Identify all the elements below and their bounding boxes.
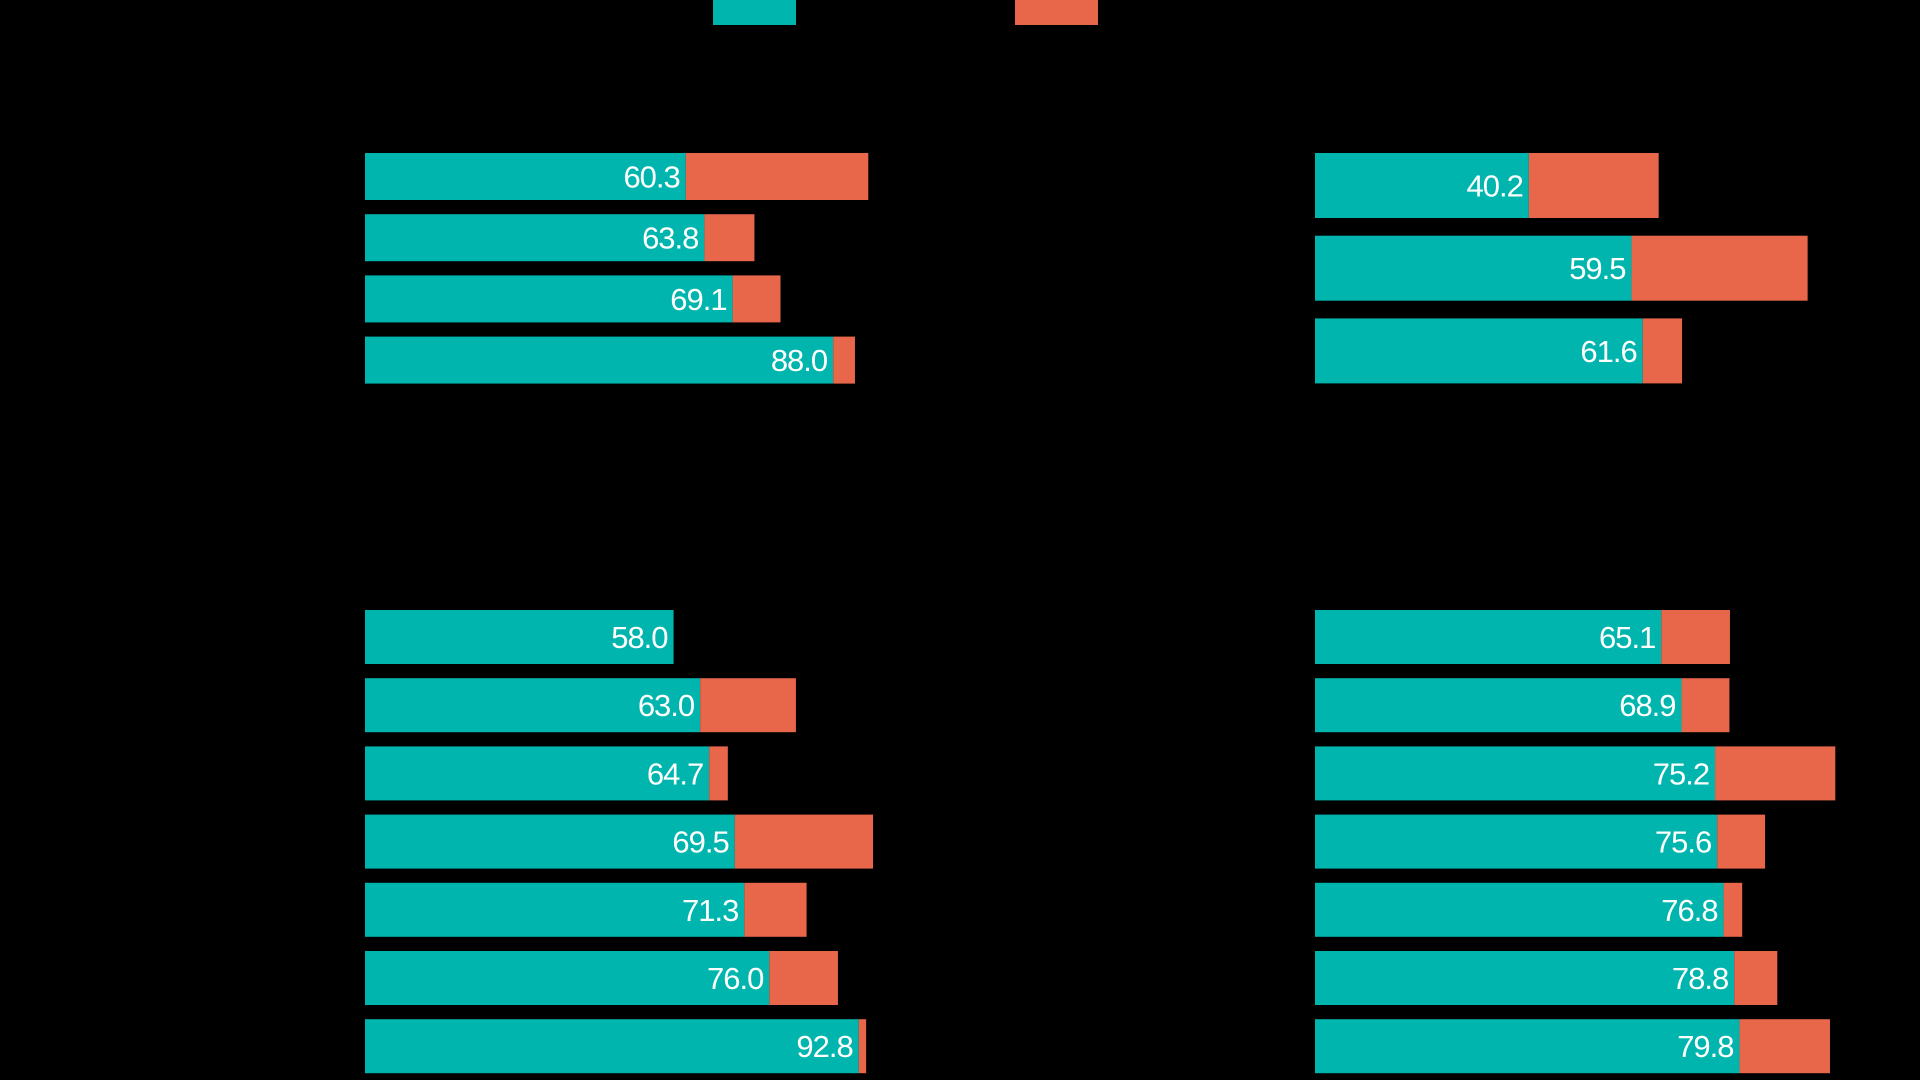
panel-bottom-right: 65.1 68.9 75.2 75.6 76.8 78.8 79.8 bbox=[1315, 610, 1836, 1074]
bar-secondary bbox=[833, 336, 855, 384]
data-label: 60.3 bbox=[623, 160, 679, 195]
panel-top-right: 40.2 59.5 61.6 bbox=[1315, 153, 1808, 384]
data-label: 61.6 bbox=[1580, 334, 1636, 369]
bar-primary bbox=[365, 951, 770, 1005]
data-label: 75.6 bbox=[1655, 825, 1711, 860]
data-label: 71.3 bbox=[682, 893, 738, 928]
bar-primary bbox=[1315, 235, 1632, 301]
bar-secondary bbox=[704, 214, 755, 262]
bar-primary bbox=[365, 1019, 859, 1074]
data-label: 63.8 bbox=[642, 221, 698, 256]
legend-swatch-secondary bbox=[1015, 0, 1098, 25]
data-label: 92.8 bbox=[796, 1029, 852, 1064]
bar-primary bbox=[1315, 882, 1724, 937]
bar-primary bbox=[365, 814, 735, 869]
bar-secondary bbox=[1631, 235, 1808, 301]
bar-primary bbox=[1315, 951, 1735, 1005]
bar-primary bbox=[365, 336, 834, 384]
bar-secondary bbox=[1661, 610, 1730, 664]
bar-primary bbox=[365, 610, 674, 664]
data-label: 65.1 bbox=[1599, 620, 1655, 655]
bar-primary bbox=[365, 153, 686, 200]
bar-secondary bbox=[769, 951, 838, 1005]
data-label: 59.5 bbox=[1569, 251, 1625, 286]
panel-top-left: 60.3 63.8 69.1 88.0 bbox=[365, 153, 869, 384]
bar-secondary bbox=[1642, 318, 1683, 384]
data-label: 69.1 bbox=[670, 282, 726, 317]
bar-primary bbox=[1315, 153, 1529, 218]
bar-secondary bbox=[734, 814, 874, 869]
bar-secondary bbox=[700, 678, 796, 733]
data-label: 63.0 bbox=[638, 688, 695, 723]
bar-primary bbox=[1315, 610, 1662, 664]
data-label: 69.5 bbox=[672, 825, 728, 860]
data-label: 58.0 bbox=[611, 620, 668, 655]
bar-primary bbox=[1315, 678, 1682, 733]
data-label: 64.7 bbox=[647, 756, 703, 791]
bar-primary bbox=[1315, 746, 1716, 801]
bar-primary bbox=[1315, 814, 1718, 869]
bar-secondary bbox=[1723, 882, 1743, 937]
bar-secondary bbox=[744, 882, 807, 937]
data-label: 40.2 bbox=[1467, 169, 1523, 204]
bar-secondary bbox=[1739, 1019, 1830, 1074]
bar-secondary bbox=[709, 746, 728, 801]
data-label: 75.2 bbox=[1653, 756, 1709, 791]
data-label: 88.0 bbox=[771, 343, 828, 378]
bar-primary bbox=[1315, 1019, 1740, 1074]
bar-primary bbox=[1315, 318, 1643, 384]
bar-primary bbox=[365, 746, 710, 801]
bar-secondary bbox=[1717, 814, 1766, 869]
bar-secondary bbox=[1528, 153, 1659, 218]
legend-swatch-primary bbox=[713, 0, 796, 25]
data-label: 76.8 bbox=[1661, 893, 1717, 928]
bar-primary bbox=[365, 678, 701, 733]
bar-secondary bbox=[732, 275, 781, 323]
data-label: 78.8 bbox=[1672, 961, 1728, 996]
data-label: 79.8 bbox=[1677, 1029, 1733, 1064]
data-label: 68.9 bbox=[1619, 688, 1675, 723]
panel-bottom-left: 58.0 63.0 64.7 69.5 71.3 76.0 92.8 bbox=[365, 610, 874, 1074]
bar-secondary bbox=[1734, 951, 1778, 1005]
bar-primary bbox=[365, 275, 733, 323]
bars-layer: 60.3 63.8 69.1 88.0 40.2 59.5 61.6 58.0 63.0 64.7… bbox=[365, 153, 1836, 1074]
bar-secondary bbox=[685, 153, 869, 200]
bar-secondary bbox=[1681, 678, 1730, 733]
bar-secondary bbox=[1715, 746, 1836, 801]
bar-secondary bbox=[858, 1019, 867, 1074]
bar-primary bbox=[365, 882, 745, 937]
bar-primary bbox=[365, 214, 705, 262]
data-label: 76.0 bbox=[707, 961, 764, 996]
